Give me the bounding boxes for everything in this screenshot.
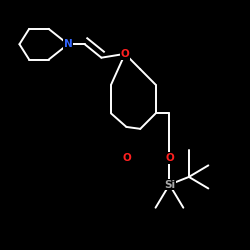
- Text: O: O: [122, 153, 131, 163]
- Text: N: N: [64, 39, 72, 49]
- Text: O: O: [165, 153, 174, 163]
- Text: O: O: [120, 49, 130, 59]
- Text: Si: Si: [164, 180, 175, 190]
